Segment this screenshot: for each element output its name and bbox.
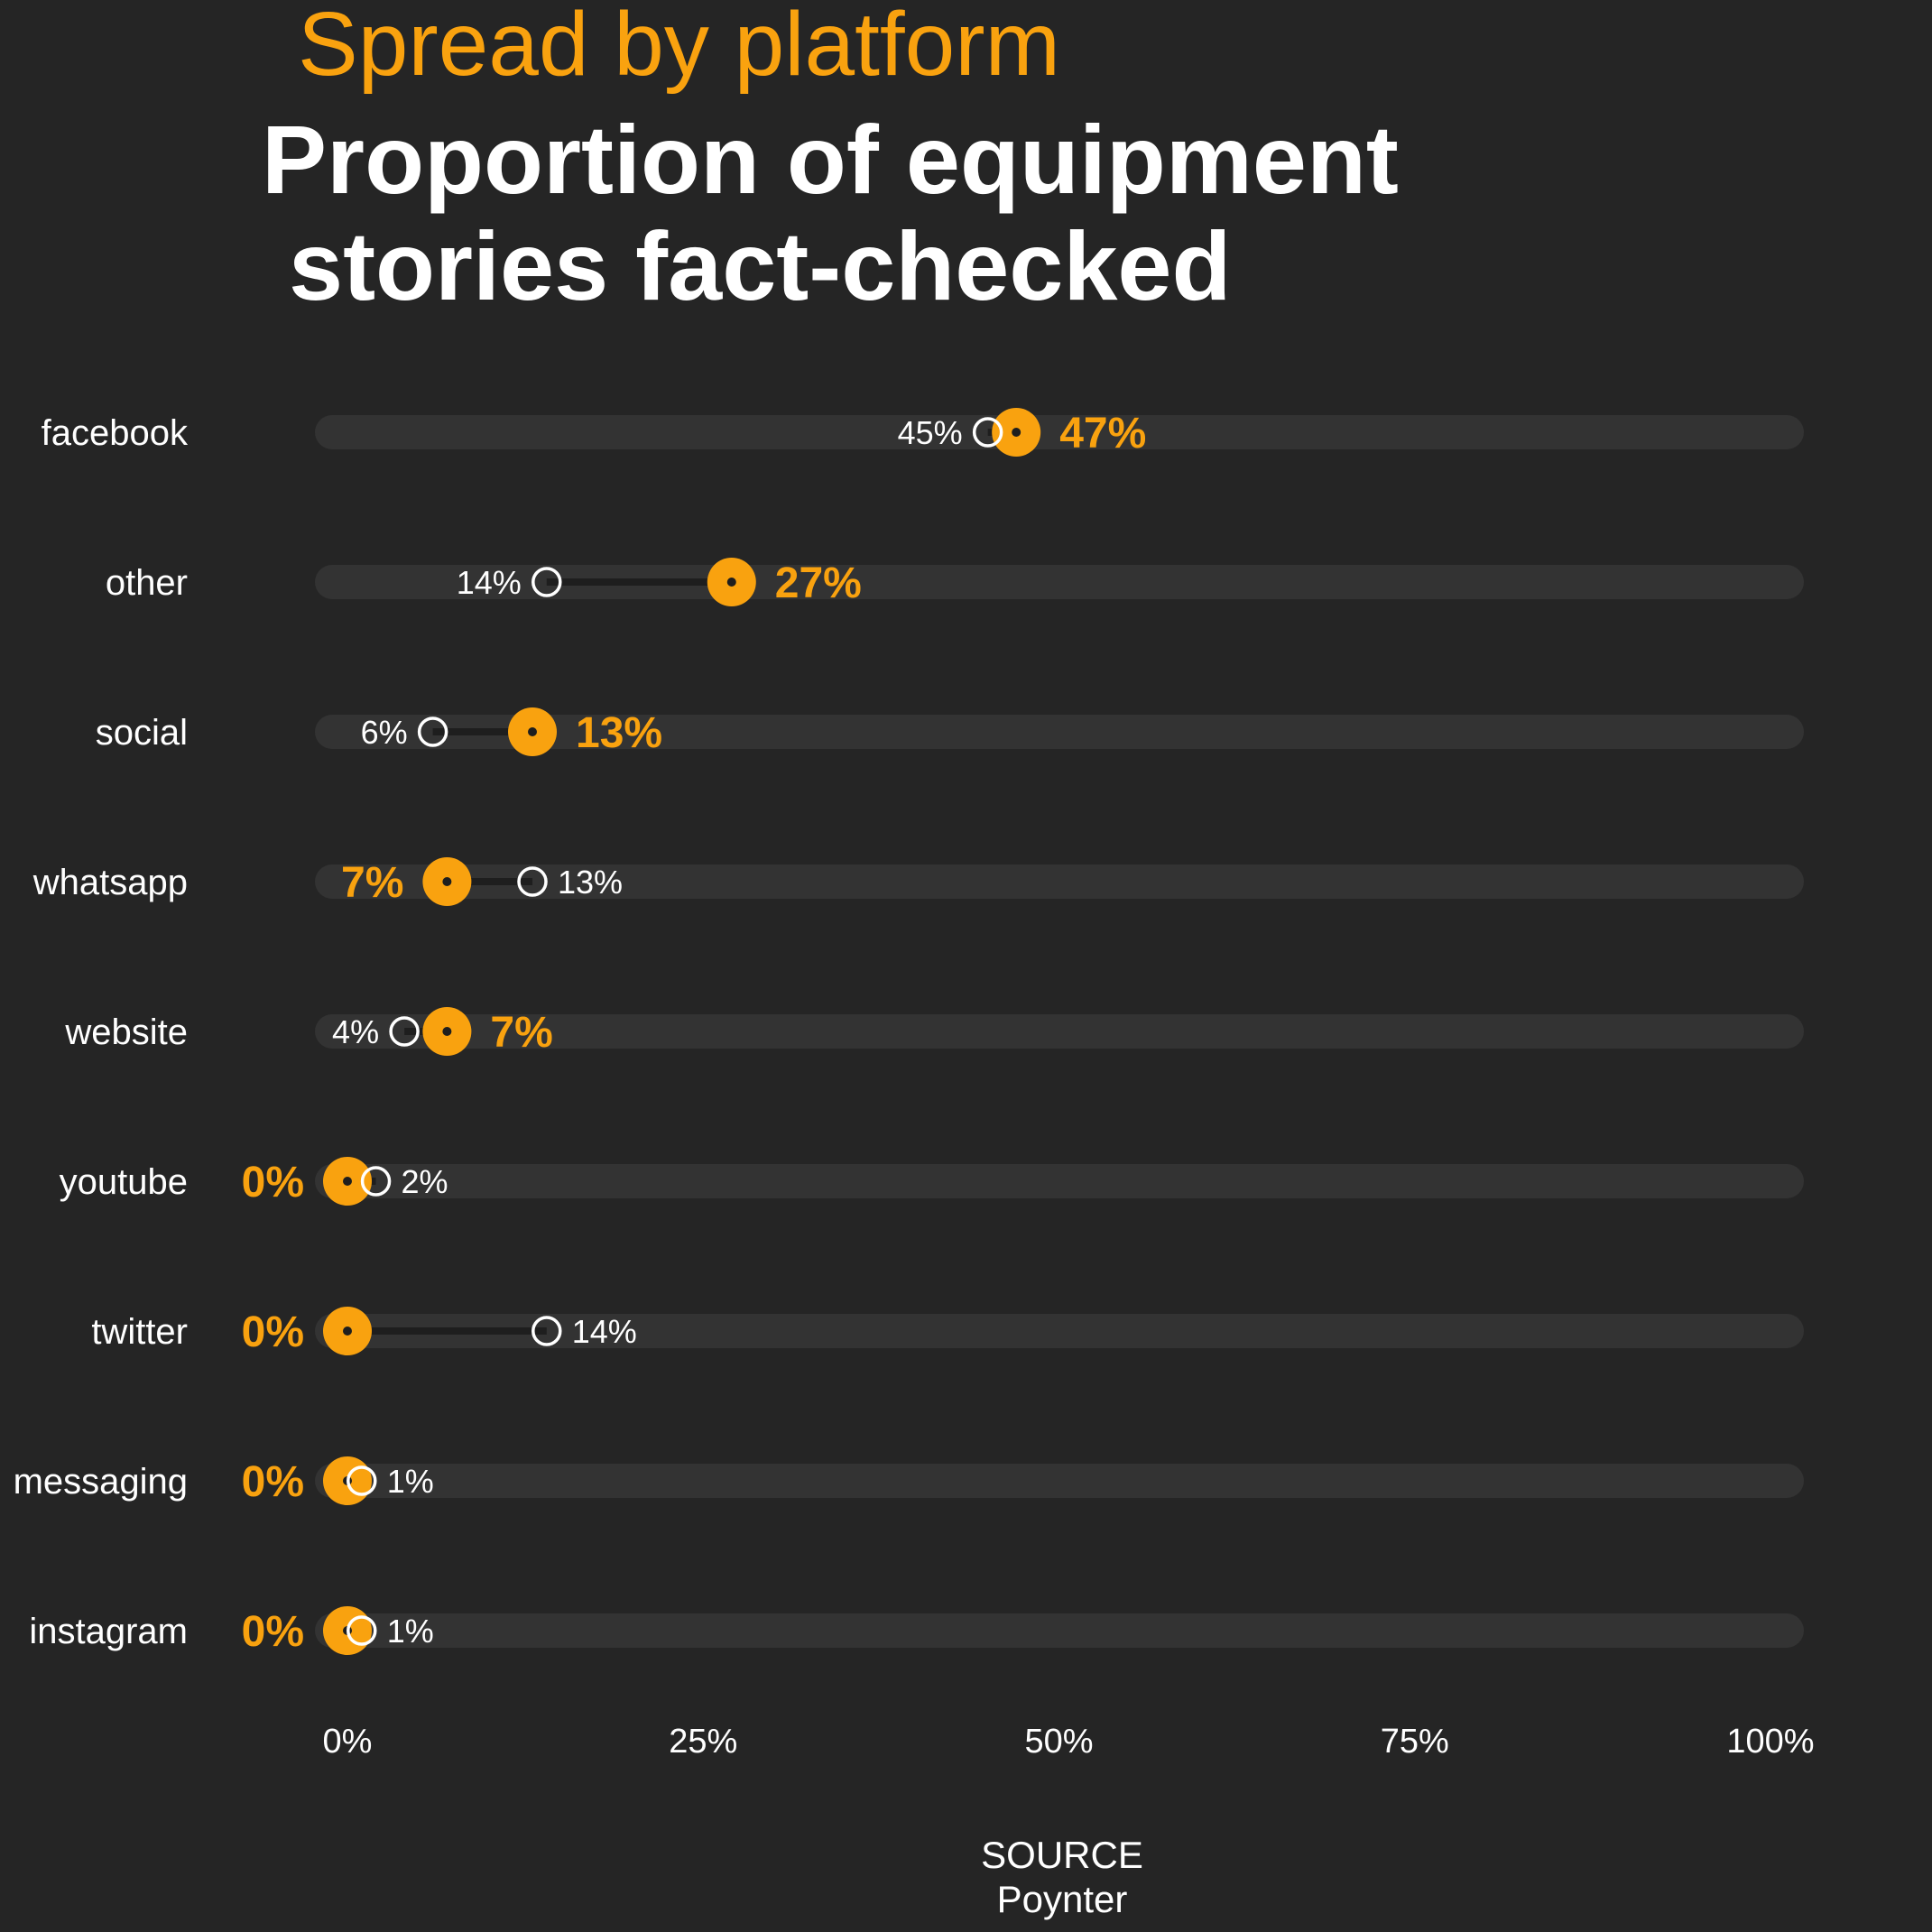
highlight-value-label: 0%: [242, 1159, 304, 1206]
highlight-value-label: 47%: [1059, 410, 1146, 458]
secondary-value-label: 6%: [361, 714, 408, 751]
x-tick-label: 25%: [669, 1723, 737, 1761]
category-label: other: [106, 563, 188, 603]
hollow-marker: [972, 417, 1003, 448]
category-label: social: [96, 713, 188, 753]
x-tick-label: 0%: [323, 1723, 373, 1761]
category-label: youtube: [60, 1162, 188, 1202]
secondary-value-label: 2%: [402, 1163, 448, 1200]
hollow-marker: [360, 1166, 392, 1197]
highlight-value-label: 0%: [242, 1308, 304, 1356]
x-tick-label: 75%: [1381, 1723, 1449, 1761]
category-label: facebook: [42, 413, 189, 453]
category-label: whatsapp: [32, 863, 188, 902]
marker-center-dot: [343, 1327, 352, 1336]
hollow-marker: [532, 567, 562, 597]
source-heading: SOURCE: [981, 1834, 1143, 1876]
marker-center-dot: [343, 1177, 352, 1186]
hollow-marker: [347, 1465, 377, 1496]
x-tick-label: 50%: [1024, 1723, 1093, 1761]
category-label: twitter: [91, 1312, 188, 1352]
secondary-value-label: 14%: [457, 564, 522, 601]
category-label: messaging: [14, 1462, 188, 1502]
secondary-value-label: 13%: [558, 864, 623, 901]
category-label: instagram: [29, 1612, 188, 1651]
highlight-value-label: 27%: [775, 559, 862, 607]
secondary-value-label: 45%: [898, 414, 963, 451]
highlight-value-label: 0%: [242, 1458, 304, 1506]
highlight-value-label: 7%: [341, 859, 403, 907]
secondary-value-label: 4%: [332, 1013, 379, 1050]
marker-center-dot: [1012, 428, 1021, 437]
marker-center-dot: [442, 1027, 452, 1036]
hollow-marker: [532, 1316, 562, 1346]
secondary-value-label: 14%: [572, 1313, 637, 1350]
highlight-value-label: 13%: [576, 709, 662, 757]
secondary-value-label: 1%: [387, 1613, 434, 1650]
dumbbell-chart: facebook 47% 45% other 27% 14% social 13% 6% what…: [14, 408, 1815, 1761]
hollow-marker: [417, 716, 448, 747]
hollow-marker: [389, 1016, 420, 1047]
hollow-marker: [517, 866, 548, 897]
marker-center-dot: [442, 877, 452, 886]
marker-center-dot: [528, 727, 538, 736]
marker-center-dot: [726, 578, 736, 587]
highlight-value-label: 7%: [490, 1009, 552, 1057]
chart-title: Proportion of equipment stories fact-che…: [262, 105, 1399, 320]
x-tick-label: 100%: [1726, 1723, 1814, 1761]
category-label: website: [64, 1012, 188, 1052]
chart-subtitle: Spread by platform: [298, 0, 1060, 95]
source-name: Poynter: [996, 1878, 1128, 1920]
highlight-value-label: 0%: [242, 1608, 304, 1656]
secondary-value-label: 1%: [387, 1463, 434, 1500]
hollow-marker: [347, 1615, 377, 1646]
